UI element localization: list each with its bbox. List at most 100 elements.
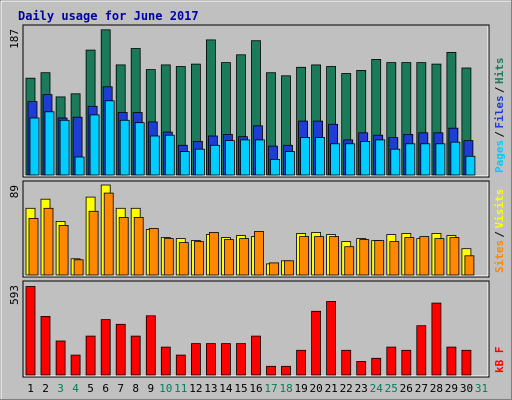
day-label-15: 15 (234, 382, 247, 395)
day-label-3: 3 (57, 382, 64, 395)
day-label-25: 25 (385, 382, 398, 395)
bar-sites-day-23 (359, 239, 370, 276)
bar-sites-day-30 (464, 255, 475, 276)
bar-kb-f-day-30 (461, 349, 472, 376)
bar-kb-f-day-27 (416, 325, 427, 376)
bar-pages-day-1 (29, 117, 40, 176)
bar-kb-f-day-12 (190, 343, 201, 376)
bar-sites-day-13 (208, 232, 219, 276)
legend-item-sites: Sites (493, 240, 506, 273)
bar-sites-day-12 (193, 241, 204, 276)
bar-sites-day-2 (43, 207, 54, 276)
bar-sites-day-20 (314, 236, 325, 276)
bar-pages-day-21 (330, 143, 341, 176)
bar-kb-f-day-17 (266, 365, 276, 376)
day-label-19: 19 (294, 382, 307, 395)
bars-kbytes (25, 286, 472, 376)
bar-kb-f-day-20 (311, 310, 322, 376)
bar-pages-day-2 (44, 111, 55, 176)
legend-item-pages: Pages (493, 140, 506, 173)
day-label-16: 16 (249, 382, 262, 395)
day-label-17: 17 (264, 382, 277, 395)
day-label-1: 1 (27, 382, 34, 395)
day-label-11: 11 (174, 382, 187, 395)
bar-pages-day-16 (255, 139, 265, 176)
day-label-31: 31 (475, 382, 488, 395)
legend-item-kb-f: kB F (493, 347, 506, 374)
bar-pages-day-23 (360, 140, 371, 176)
day-label-23: 23 (355, 382, 368, 395)
bar-sites-day-21 (329, 236, 340, 276)
bar-sites-day-14 (223, 239, 234, 276)
bar-sites-day-28 (434, 238, 445, 276)
bar-sites-day-15 (239, 238, 249, 276)
day-label-12: 12 (189, 382, 202, 395)
legend-item-files: Files (493, 95, 506, 128)
day-label-8: 8 (132, 382, 139, 395)
bar-pages-day-8 (134, 122, 145, 176)
bar-sites-day-25 (389, 241, 400, 276)
bar-sites-day-8 (133, 216, 144, 276)
bar-pages-day-12 (194, 148, 205, 176)
bar-kb-f-day-18 (281, 365, 291, 376)
bar-pages-day-3 (59, 119, 70, 176)
bar-pages-day-20 (315, 137, 326, 176)
bar-kb-f-day-13 (205, 343, 216, 376)
bar-pages-day-5 (89, 114, 100, 176)
bar-sites-day-4 (73, 259, 84, 276)
bars-hits-files-pages (25, 29, 476, 176)
ymax-label-hits-files-pages: 187 (8, 29, 21, 49)
bar-pages-day-6 (104, 100, 115, 176)
day-label-28: 28 (430, 382, 443, 395)
bar-pages-day-13 (209, 144, 220, 176)
bar-kb-f-day-5 (85, 335, 96, 376)
bar-pages-day-9 (149, 135, 160, 176)
x-axis-day-labels: 1 2 3 4 5 6 7 8 9 10 11 12 13 14 15 16 17 18 19 20 21 22 23 24 2… (27, 382, 488, 395)
day-label-2: 2 (42, 382, 49, 395)
bar-pages-day-30 (465, 155, 476, 176)
bar-kb-f-day-7 (115, 323, 126, 376)
ymax-label-visits-sites: 89 (8, 185, 21, 198)
bar-pages-day-27 (420, 143, 431, 176)
bar-pages-day-11 (179, 151, 190, 176)
bar-kb-f-day-24 (371, 357, 382, 376)
bar-kb-f-day-8 (130, 335, 141, 376)
bar-pages-day-28 (435, 143, 446, 176)
bar-pages-day-17 (270, 158, 280, 176)
bar-kb-f-day-2 (40, 315, 51, 376)
bar-sites-day-1 (28, 217, 39, 276)
bar-kb-f-day-16 (251, 335, 261, 376)
day-label-9: 9 (147, 382, 154, 395)
legend-kbytes: kB F (493, 347, 506, 374)
bar-kb-f-day-15 (236, 343, 246, 376)
bar-pages-day-15 (240, 139, 250, 176)
legend-item-hits: Hits (493, 58, 506, 85)
bar-sites-day-3 (58, 224, 69, 276)
bars-visits-sites (25, 184, 475, 276)
legend-separator: / (493, 131, 506, 138)
bar-sites-day-26 (404, 237, 415, 276)
bar-sites-day-10 (163, 238, 174, 276)
bar-pages-day-22 (345, 143, 356, 176)
bar-sites-day-27 (419, 236, 430, 276)
bar-kb-f-day-19 (296, 349, 307, 376)
bar-kb-f-day-22 (341, 349, 352, 376)
bar-sites-day-5 (88, 210, 99, 276)
day-label-30: 30 (460, 382, 473, 395)
day-label-5: 5 (87, 382, 94, 395)
bar-pages-day-10 (164, 134, 175, 176)
bar-kb-f-day-6 (100, 319, 111, 376)
bar-pages-day-7 (119, 119, 130, 176)
day-label-26: 26 (400, 382, 413, 395)
day-label-7: 7 (117, 382, 124, 395)
legend-visits-sites: Sites / Visits (493, 189, 506, 273)
bar-pages-day-18 (285, 151, 295, 176)
bar-kb-f-day-1 (25, 286, 36, 376)
day-label-29: 29 (445, 382, 458, 395)
bar-kb-f-day-28 (431, 302, 442, 376)
bar-pages-day-4 (74, 156, 85, 176)
day-label-14: 14 (219, 382, 233, 395)
bar-sites-day-22 (344, 246, 355, 276)
bar-kb-f-day-11 (175, 354, 186, 376)
